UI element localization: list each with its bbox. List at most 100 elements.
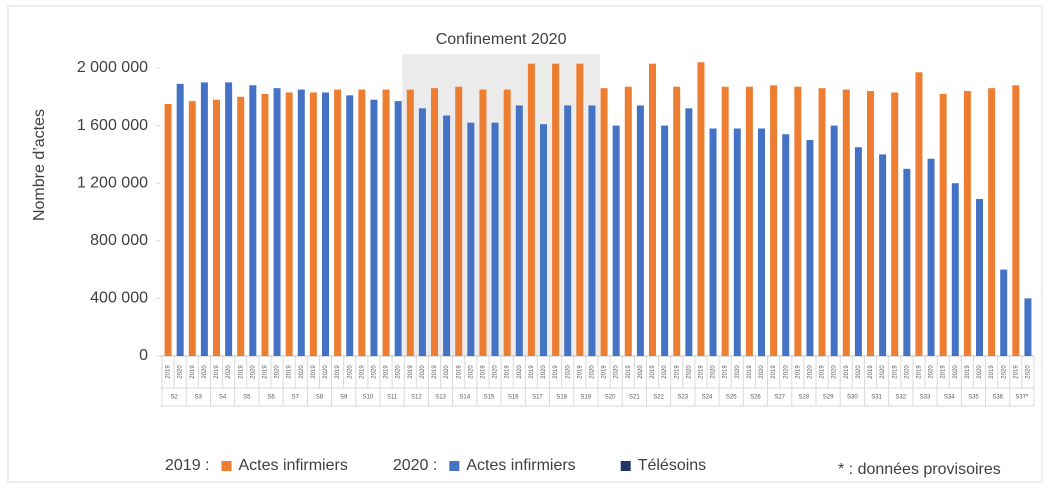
legend-swatch: [221, 461, 232, 471]
x-subcategory-label: 2019: [384, 365, 390, 379]
x-subcategory-label: 2020: [977, 365, 983, 379]
x-subcategory-label: 2019: [553, 365, 559, 379]
bar: [1000, 269, 1008, 356]
bar: [697, 62, 705, 357]
y-axis-label: Nombre d’actes: [31, 109, 48, 221]
y-tick-label: 800 000: [90, 232, 148, 249]
bar: [515, 105, 523, 356]
bar: [879, 154, 887, 356]
x-subcategory-label: 2020: [1001, 365, 1007, 379]
bar: [334, 89, 342, 356]
x-tick-label: S22: [653, 395, 664, 401]
x-subcategory-label: 2019: [892, 365, 898, 379]
x-subcategory-label: 2019: [989, 365, 995, 379]
x-subcategory-label: 2020: [323, 365, 329, 379]
bar: [988, 88, 996, 356]
bar: [963, 91, 971, 356]
x-tick-label: S17: [532, 395, 543, 401]
legend-swatch: [449, 461, 460, 471]
bar: [249, 85, 257, 356]
x-subcategory-label: 2019: [214, 365, 220, 379]
x-subcategory-label: 2019: [287, 365, 293, 379]
x-subcategory-label: 2020: [759, 365, 765, 379]
x-tick-label: S23: [677, 395, 688, 401]
x-subcategory-label: 2020: [953, 365, 959, 379]
bar: [431, 88, 438, 356]
x-subcategory-label: 2020: [517, 365, 523, 379]
x-tick-label: S25: [726, 395, 737, 401]
bar: [939, 93, 947, 357]
bar: [309, 92, 317, 356]
x-tick-label: S34: [944, 395, 955, 401]
x-subcategory-label: 2020: [372, 365, 378, 379]
x-subcategory-label: 2020: [565, 365, 571, 379]
bar: [951, 183, 959, 356]
bar: [661, 125, 669, 356]
bar: [382, 89, 390, 356]
bar: [624, 86, 632, 356]
x-subcategory-label: 2019: [747, 365, 753, 379]
x-subcategory-label: 2020: [202, 365, 208, 379]
x-tick-label: S29: [823, 395, 834, 401]
x-subcategory-label: 2020: [347, 365, 353, 379]
bar: [322, 92, 329, 356]
bar: [418, 108, 426, 356]
x-subcategory-label: 2020: [468, 365, 474, 379]
x-tick-label: S30: [847, 395, 858, 401]
bar: [867, 91, 874, 356]
x-tick-label: S2: [170, 395, 178, 401]
x-subcategory-label: 2020: [735, 365, 741, 379]
x-subcategory-label: 2019: [481, 365, 487, 379]
x-subcategory-label: 2019: [359, 365, 365, 379]
x-subcategory-label: 2019: [674, 365, 680, 379]
x-subcategory-label: 2019: [771, 365, 777, 379]
bar: [503, 89, 511, 356]
x-subcategory-label: 2020: [662, 365, 668, 379]
x-tick-label: S7: [292, 395, 300, 401]
bar: [237, 96, 245, 357]
bar: [443, 115, 451, 357]
bar: [830, 125, 838, 356]
x-subcategory-label: 2020: [686, 365, 692, 379]
x-tick-label: S33: [920, 395, 931, 401]
x-tick-label: S9: [340, 395, 348, 401]
x-subcategory-label: 2019: [868, 365, 874, 379]
legend-swatch: [620, 461, 631, 471]
legend-label: Télésoins: [638, 457, 706, 474]
x-tick-label: S26: [750, 395, 761, 401]
y-tick-label: 400 000: [90, 290, 148, 307]
x-tick-label: S32: [895, 395, 906, 401]
bar: [540, 124, 547, 356]
legend-prefix: 2019 :: [165, 457, 209, 474]
x-subcategory-label: 2020: [880, 365, 886, 379]
bar: [649, 63, 656, 357]
x-subcategory-label: 2020: [904, 365, 910, 379]
bar: [733, 128, 741, 356]
bar: [612, 125, 620, 356]
x-tick-label: S14: [459, 395, 470, 401]
legend-label: Actes infirmiers: [466, 457, 575, 474]
x-subcategory-label: 2019: [505, 365, 511, 379]
annotation: Confinement 2020: [436, 31, 567, 48]
bar: [188, 101, 196, 357]
x-tick-label: S35: [968, 395, 979, 401]
bar: [176, 83, 184, 356]
x-subcategory-label: 2020: [808, 365, 814, 379]
bar: [491, 122, 499, 356]
x-subcategory-label: 2020: [711, 365, 717, 379]
x-subcategory-label: 2019: [432, 365, 438, 379]
x-tick-label: S6: [267, 395, 275, 401]
bar: [455, 86, 463, 356]
x-subcategory-label: 2020: [638, 365, 644, 379]
x-subcategory-label: 2020: [178, 365, 184, 379]
x-tick-label: S3: [195, 395, 203, 401]
bar: [552, 63, 560, 357]
bar: [745, 86, 753, 356]
bar: [297, 89, 305, 356]
bar: [406, 89, 414, 356]
bar: [782, 134, 790, 356]
x-tick-label: S4: [219, 395, 227, 401]
x-subcategory-label: 2019: [650, 365, 656, 379]
bar: [273, 88, 281, 356]
